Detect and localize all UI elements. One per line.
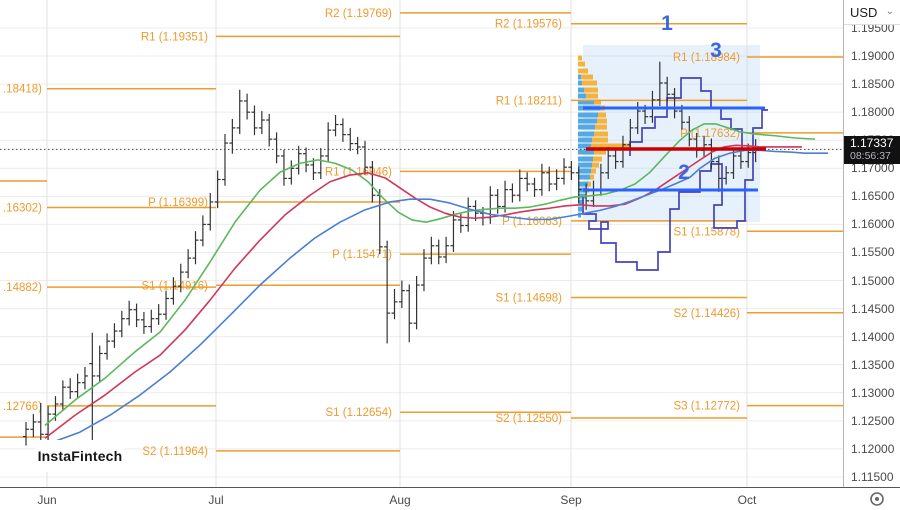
price-chart-canvas[interactable]: .18418) .16302) .14882) .12766) R1 (1.19351)… [0, 0, 843, 487]
month-label: Jul [208, 493, 224, 507]
wave-number: 1 [661, 12, 673, 35]
month-label: Sep [560, 493, 582, 507]
pivot-label: R1 (1.19351) [141, 31, 208, 43]
pivot-label: S3 (1.12772) [674, 401, 741, 413]
price-tick: 1.15500 [851, 245, 895, 260]
wave-labels: 1 3 2 [661, 12, 722, 184]
price-tick: 1.15000 [851, 273, 895, 288]
month-label: Jun [37, 493, 57, 507]
month-label: Aug [389, 493, 411, 507]
price-tick: 1.12500 [851, 413, 895, 428]
price-tick: 1.17000 [851, 161, 895, 176]
price-tick: 1.16500 [851, 189, 895, 204]
currency-selector[interactable]: USD ⌄ [844, 0, 900, 25]
price-tick: 1.18000 [851, 105, 895, 120]
pivot-label: S2 (1.14426) [674, 308, 741, 320]
wave-number: 3 [710, 39, 722, 62]
pivot-label: R2 (1.19576) [495, 19, 562, 31]
settings-gear-icon[interactable] [868, 490, 888, 508]
price-tick: 1.13500 [851, 357, 895, 372]
pivot-label: .14882) [3, 282, 42, 294]
level-annotations [583, 106, 766, 192]
price-tick: 1.18500 [851, 77, 895, 92]
price-tick: 1.12000 [851, 441, 895, 456]
pivot-label: .18418) [3, 84, 42, 96]
price-tick: 1.14000 [851, 329, 895, 344]
pivot-lines: .18418) .16302) .14882) .12766) R1 (1.19351)… [0, 8, 843, 458]
pivot-label: S1 (1.15878) [674, 226, 741, 238]
time-axis[interactable]: Jun Jul Aug Sep Oct [0, 487, 900, 510]
pivot-label: .12766) [3, 401, 42, 413]
ma-line-green [44, 123, 816, 426]
chevron-down-icon: ⌄ [885, 6, 894, 17]
pivot-label: S1 (1.12654) [326, 407, 393, 419]
ohlc-bars [23, 61, 759, 451]
price-tick: 1.14500 [851, 301, 895, 316]
pivot-label: S2 (1.12550) [496, 413, 563, 425]
pivot-label: R2 (1.19769) [325, 8, 392, 20]
price-tick: 1.11500 [851, 469, 894, 484]
last-price-value: 1.17337 [850, 136, 894, 150]
price-tick: 1.16000 [851, 217, 895, 232]
price-tick: 1.19000 [851, 49, 895, 64]
month-label: Oct [737, 493, 757, 507]
price-tick: 1.13000 [851, 385, 895, 400]
pivot-label: P (1.16399) [148, 197, 208, 209]
pivot-label: R1 (1.18211) [496, 95, 562, 107]
pivot-label: P (1.15471) [332, 249, 392, 261]
last-price-time: 08:56:37 [850, 150, 891, 162]
pivot-label: S2 (1.11964) [142, 446, 208, 458]
currency-label: USD [850, 4, 878, 20]
price-axis[interactable]: 1.195001.190001.185001.180001.175001.170… [843, 0, 900, 487]
pivot-label: R1 (1.18984) [673, 52, 740, 64]
pivot-label: S1 (1.14698) [496, 292, 563, 304]
wave-number: 2 [678, 161, 690, 184]
pivot-label: .16302) [3, 202, 42, 214]
last-price-badge: 1.17337 08:56:37 [844, 136, 900, 164]
pivot-label: P (1.17632) [680, 128, 740, 140]
ma-line-blue [44, 149, 828, 446]
instafintech-logo: InstaFintech [36, 440, 124, 472]
